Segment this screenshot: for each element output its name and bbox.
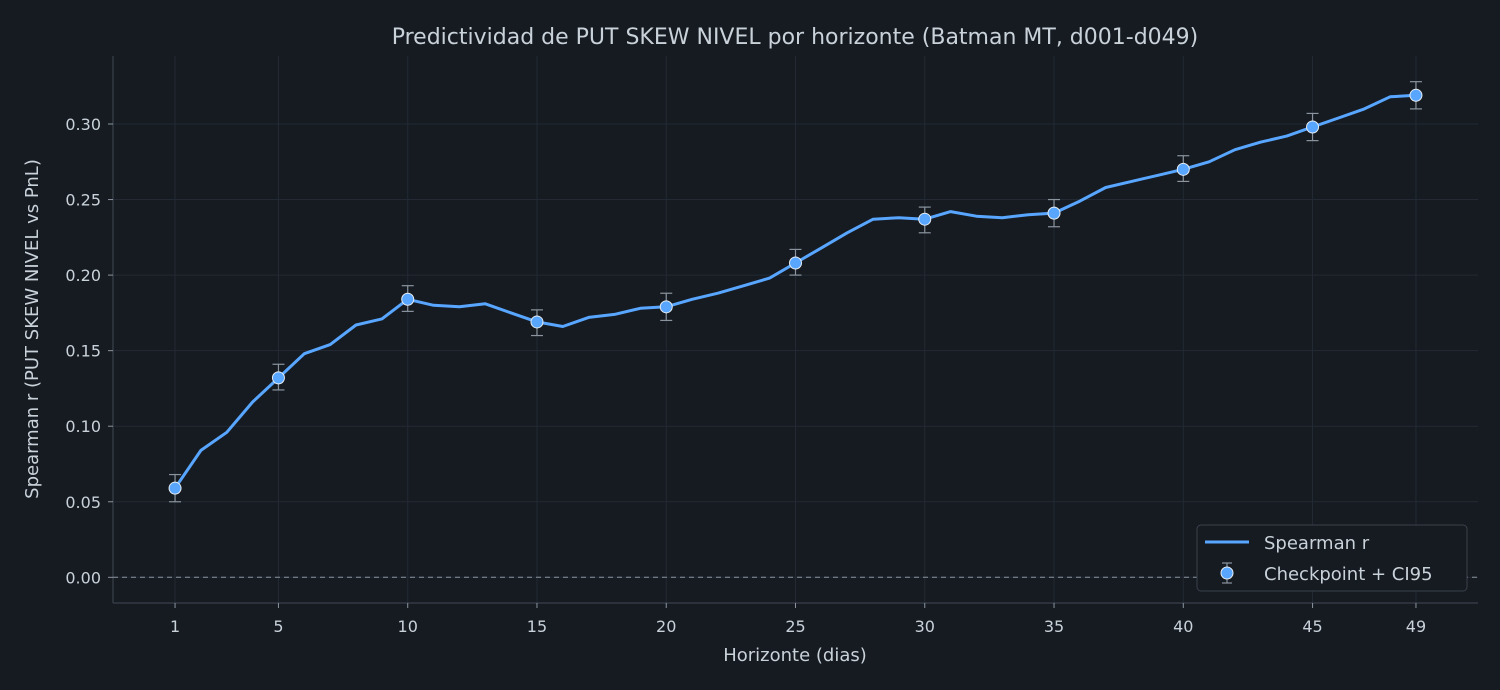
x-tick-label-2: 10 [398,617,418,636]
legend-label-checkpoint: Checkpoint + CI95 [1264,564,1433,585]
x-tick-label-10: 49 [1406,617,1426,636]
x-axis-label: Horizonte (dias) [723,645,867,666]
checkpoint-marker-45 [1306,120,1320,134]
y-tick-label-4: 0.20 [65,266,101,285]
checkpoint-marker-49 [1409,88,1423,102]
y-tick-label-0: 0.00 [65,568,101,587]
checkpoint-marker-35 [1047,206,1061,220]
checkpoint-marker-30 [918,212,932,226]
checkpoint-marker-1 [168,481,182,495]
checkpoint-marker-25 [789,256,802,270]
y-tick-label-5: 0.25 [65,191,101,210]
x-tick-label-7: 35 [1044,617,1064,636]
x-tick-label-1: 5 [273,617,283,636]
x-tick-label-9: 45 [1302,617,1322,636]
x-tick-label-4: 20 [656,617,676,636]
plot-area: 0.000.050.100.150.200.250.301 5 10 15 20 25 30… [65,56,1478,636]
y-tick-label-6: 0.30 [65,115,101,134]
checkpoint-marker-15 [530,315,544,329]
checkpoint-marker-40 [1176,162,1190,176]
chart-title: Predictividad de PUT SKEW NIVEL por hori… [392,25,1199,50]
y-axis-label: Spearman r (PUT SKEW NIVEL vs PnL) [22,159,43,499]
y-tick-label-2: 0.10 [65,417,101,436]
x-tick-label-3: 15 [527,617,547,636]
checkpoint-marker-10 [401,292,415,306]
legend-marker-swatch [1220,566,1234,580]
x-tick-label-8: 40 [1173,617,1193,636]
legend-label-spearman: Spearman r [1264,533,1370,554]
y-tick-label-3: 0.15 [65,342,101,361]
x-tick-label-6: 30 [915,617,935,636]
x-tick-label-0: 1 [170,617,180,636]
checkpoint-marker-20 [659,300,673,314]
y-tick-label-1: 0.05 [65,493,101,512]
legend: Spearman r Checkpoint + CI95 [1196,524,1468,592]
x-tick-label-5: 25 [785,617,805,636]
legend-box [1196,524,1468,592]
checkpoint-marker-5 [271,371,285,385]
